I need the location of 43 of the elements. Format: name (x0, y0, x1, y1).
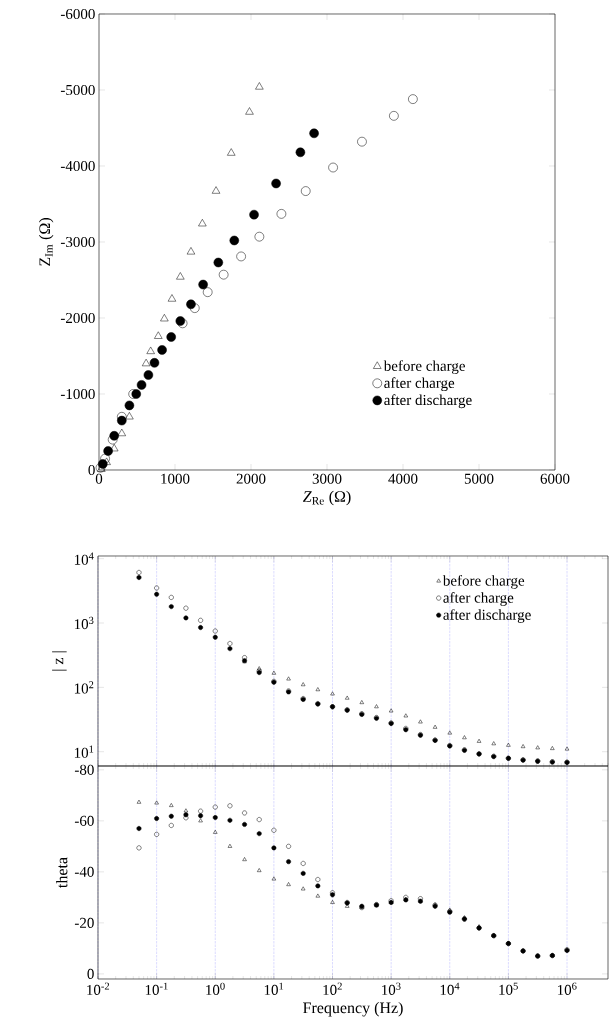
legend-label: after charge (384, 377, 455, 392)
y-tick-label: 10$^{2}$ (74, 681, 94, 694)
x-tick-label: 10$^{-1}$ (145, 982, 168, 995)
y-axis-title: | z | (52, 651, 67, 671)
y-tick-label: -5000 (60, 84, 95, 96)
x-tick-label: 10$^{4}$ (440, 982, 460, 995)
y-axis-title: Z$_{Im}$ (Ω) (38, 218, 54, 266)
x-tick-label: 3000 (312, 473, 342, 484)
y-tick-label: -3000 (60, 236, 95, 248)
legend-label: before charge (383, 360, 465, 375)
legend-label: after charge (443, 592, 514, 606)
legend-label: before charge (442, 575, 525, 589)
y-tick-label: -4000 (60, 160, 95, 172)
x-tick-label: 0 (95, 473, 103, 484)
y-tick-label: 10$^{3}$ (74, 616, 94, 630)
x-tick-label: 10$^{-2}$ (87, 982, 110, 995)
y-tick-label: 10$^{1}$ (74, 745, 94, 758)
y-tick-label: -80 (74, 764, 94, 775)
y-tick-label: -2000 (60, 312, 95, 324)
y-tick-label: -20 (74, 917, 94, 928)
x-tick-label: 10$^{2}$ (323, 982, 342, 995)
x-axis-title: Frequency (Hz) (303, 1001, 403, 1017)
x-tick-label: 10$^{6}$ (557, 982, 577, 995)
x-tick-label: 10$^{3}$ (382, 982, 401, 995)
x-tick-label: 6000 (540, 473, 570, 484)
x-tick-label: 10$^{1}$ (264, 982, 284, 995)
y-axis-title: theta (56, 857, 68, 888)
y-tick-label: -60 (74, 815, 94, 826)
y-tick-label: 0 (87, 968, 94, 979)
y-tick-label: -1000 (60, 388, 95, 400)
y-tick-label: -6000 (60, 8, 95, 20)
y-tick-label: -40 (74, 866, 94, 877)
legend-label: after discharge (384, 394, 472, 409)
x-tick-label: 10$^{0}$ (206, 982, 225, 995)
legend-label: after discharge (443, 609, 531, 623)
x-axis-title: Z$_{Re}$ (Ω) (302, 490, 351, 506)
x-tick-label: 4000 (388, 473, 418, 484)
x-tick-label: 10$^{5}$ (499, 982, 518, 995)
x-tick-label: 1000 (161, 473, 190, 484)
y-tick-label: 0 (88, 464, 95, 476)
y-tick-label: 10$^{4}$ (74, 552, 94, 565)
x-tick-label: 5000 (464, 473, 494, 484)
x-tick-label: 2000 (236, 473, 266, 484)
